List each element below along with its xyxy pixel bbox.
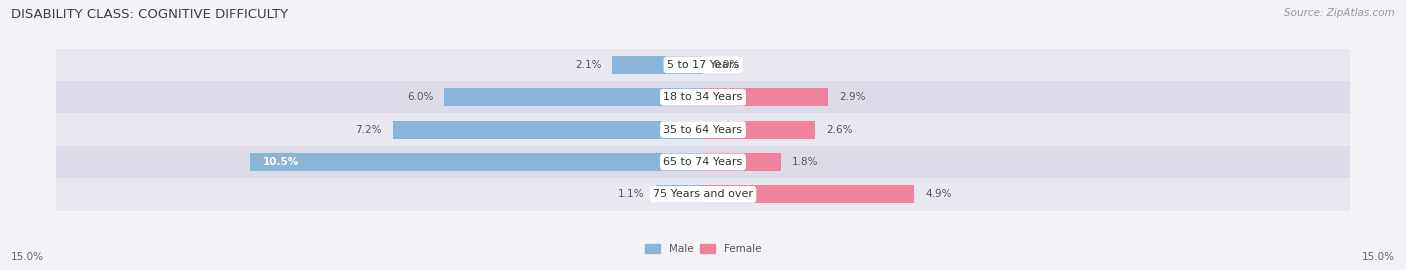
Bar [613,56,703,74]
Text: 35 to 64 Years: 35 to 64 Years [664,124,742,135]
Text: 15.0%: 15.0% [1362,252,1395,262]
Bar [250,153,703,171]
Text: DISABILITY CLASS: COGNITIVE DIFFICULTY: DISABILITY CLASS: COGNITIVE DIFFICULTY [11,8,288,21]
Bar [703,185,914,203]
Bar [703,88,828,106]
Text: 5 to 17 Years: 5 to 17 Years [666,60,740,70]
Bar [444,88,703,106]
Text: 10.5%: 10.5% [263,157,299,167]
Text: 2.6%: 2.6% [825,124,852,135]
Bar [56,81,1350,113]
Text: 6.0%: 6.0% [408,92,433,102]
Bar [56,146,1350,178]
Text: 18 to 34 Years: 18 to 34 Years [664,92,742,102]
Text: Source: ZipAtlas.com: Source: ZipAtlas.com [1284,8,1395,18]
Text: 7.2%: 7.2% [356,124,382,135]
Bar [56,178,1350,211]
Text: 15.0%: 15.0% [11,252,44,262]
Text: 75 Years and over: 75 Years and over [652,189,754,200]
Text: 2.1%: 2.1% [575,60,602,70]
Legend: Male, Female: Male, Female [645,244,761,254]
Text: 65 to 74 Years: 65 to 74 Years [664,157,742,167]
Text: 0.0%: 0.0% [714,60,740,70]
Bar [392,121,703,139]
Bar [655,185,703,203]
Bar [703,153,780,171]
Text: 1.1%: 1.1% [619,189,645,200]
Bar [56,49,1350,81]
Bar [56,113,1350,146]
Bar [703,121,815,139]
Text: 4.9%: 4.9% [925,189,952,200]
Text: 1.8%: 1.8% [792,157,818,167]
Text: 2.9%: 2.9% [839,92,865,102]
